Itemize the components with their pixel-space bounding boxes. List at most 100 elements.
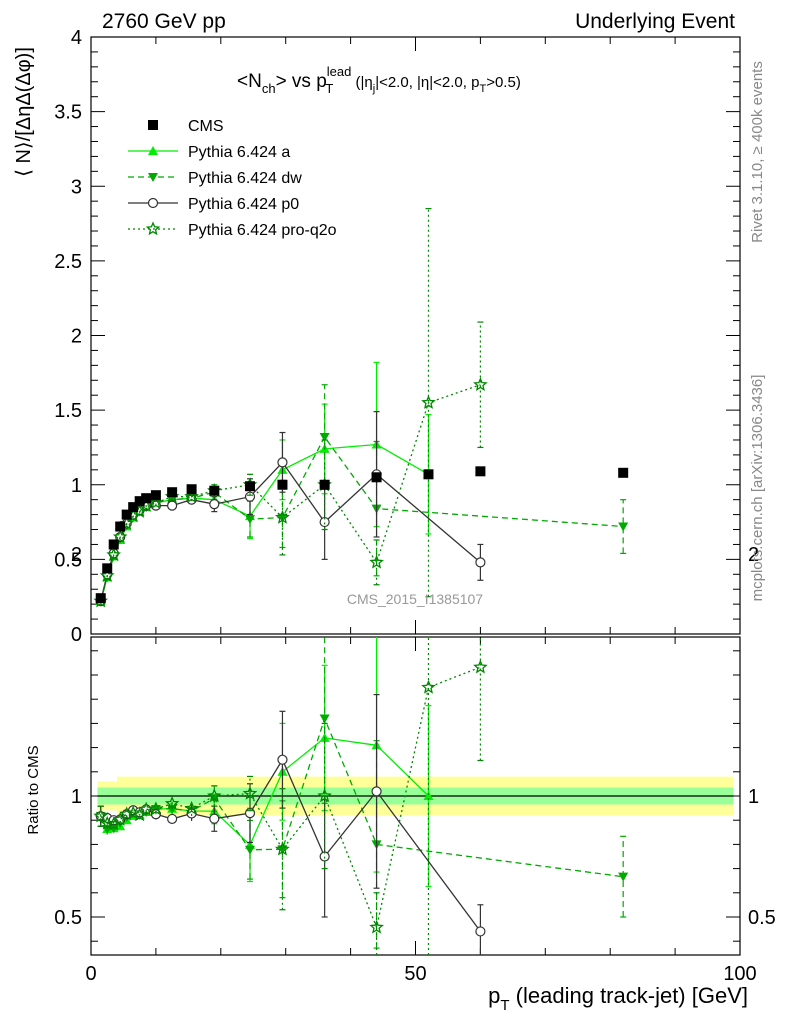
marker-star — [317, 788, 332, 803]
series-line-main — [100, 435, 624, 602]
x-axis-label: pT (leading track-jet) [GeV] — [488, 983, 748, 1014]
marker-star — [184, 800, 199, 815]
marker-square — [186, 484, 197, 495]
y-tick-label-main: 0 — [71, 624, 82, 646]
marker-star — [275, 509, 290, 524]
marker-square — [618, 467, 629, 478]
marker-square — [141, 493, 152, 504]
marker-star — [473, 659, 488, 674]
header-right: Underlying Event — [575, 10, 735, 33]
marker-star — [112, 529, 128, 544]
x-tick-label: 50 — [404, 963, 426, 985]
marker-circle — [167, 500, 178, 511]
marker-star — [369, 554, 384, 569]
marker-triangle-down — [319, 714, 330, 724]
y-axis-label-ratio: Ratio to CMS — [25, 745, 42, 834]
marker-triangle-down — [618, 522, 629, 532]
marker-star — [106, 816, 121, 831]
y-tick-label-main: 3.5 — [54, 102, 82, 124]
series-line-main — [100, 443, 429, 602]
marker-star — [421, 679, 436, 694]
marker-star — [148, 801, 164, 816]
marker-triangle-up — [148, 146, 158, 155]
marker-square — [475, 466, 486, 477]
marker-circle — [244, 491, 256, 502]
x-tick-label: 100 — [723, 963, 756, 985]
marker-star — [369, 919, 384, 934]
plot-title: <Nch> vs plead T (|ηj|<2.0, |η|<2.0, pT>0… — [237, 64, 521, 96]
marker-square — [95, 593, 106, 604]
legend-label: CMS — [188, 118, 224, 135]
cms-data-layer — [95, 466, 629, 604]
marker-star — [275, 841, 290, 856]
legend-label: Pythia 6.424 a — [188, 144, 290, 161]
marker-square — [371, 472, 382, 483]
marker-star — [119, 806, 135, 821]
marker-circle — [167, 813, 178, 825]
marker-triangle-down — [148, 173, 158, 182]
y-tick-label-ratio-right: 1 — [748, 786, 759, 808]
mcplots-label: mcplots.cern.ch [arXiv:1306.3436] — [749, 375, 766, 602]
y-tick-label-main: 2.5 — [54, 251, 82, 273]
y-tick-label-ratio: 1 — [71, 786, 82, 808]
y-tick-label-main: 1.5 — [54, 400, 82, 422]
axis-ticks: 0 50 100 0 0.5 1 1.5 2 2.5 3 3.5 4 0.5 0.5 1 1 2 2 — [54, 27, 776, 985]
y-tick-label-ratio-right: 2 — [748, 544, 759, 566]
y-tick-label-main: 4 — [71, 27, 82, 49]
marker-square — [209, 485, 220, 496]
marker-square — [148, 120, 158, 130]
marker-circle — [475, 926, 486, 937]
marker-square — [319, 479, 330, 490]
marker-circle — [475, 557, 486, 568]
marker-star — [99, 568, 115, 582]
series-1 — [95, 384, 629, 949]
marker-star — [125, 805, 141, 820]
marker-circle — [277, 754, 288, 765]
marker-circle — [277, 457, 288, 468]
x-tick-label: 0 — [85, 963, 96, 985]
header-left: 2760 GeV pp — [102, 10, 226, 33]
marker-square — [115, 521, 126, 532]
marker-square — [423, 469, 434, 480]
marker-triangle-down — [245, 515, 256, 525]
marker-star — [421, 395, 436, 409]
marker-square — [134, 496, 145, 507]
marker-circle — [209, 813, 220, 824]
marker-square — [245, 481, 256, 492]
series-layer — [93, 208, 629, 955]
marker-star — [242, 785, 258, 800]
rivet-label: Rivet 3.1.10, ≥ 400k events — [749, 61, 766, 243]
marker-square — [277, 479, 288, 490]
marker-star — [93, 808, 109, 823]
marker-triangle-down — [618, 872, 629, 882]
marker-star — [473, 377, 488, 391]
legend-label: Pythia 6.424 p0 — [188, 196, 299, 213]
marker-square — [167, 487, 178, 498]
marker-circle — [371, 786, 382, 797]
y-tick-label-main: 1 — [71, 475, 82, 497]
marker-circle — [209, 499, 220, 510]
legend: CMS Pythia 6.424 a Pythia 6.424 dw Pythia 6… — [128, 118, 337, 239]
y-tick-label-ratio: 0.5 — [54, 907, 82, 929]
marker-square — [150, 490, 161, 501]
y-tick-label-main: 0.5 — [54, 549, 82, 571]
y-tick-label-ratio-right: 0.5 — [748, 907, 776, 929]
series-line-ratio — [100, 716, 624, 878]
analysis-watermark: CMS_2015_I1385107 — [347, 591, 483, 607]
marker-triangle-down — [245, 845, 256, 855]
series-line-main — [100, 461, 481, 602]
y-axis-label-main: ⟨ N⟩/[ΔηΔ(Δφ)] — [13, 47, 35, 177]
marker-star — [184, 489, 199, 503]
y-tick-label-main: 3 — [71, 176, 82, 198]
series-line-main — [100, 384, 481, 602]
y-tick-label-main: 2 — [71, 326, 82, 348]
legend-label: Pythia 6.424 pro-q2o — [188, 222, 337, 239]
marker-triangle-down — [319, 432, 330, 442]
marker-star — [106, 547, 122, 562]
marker-circle — [147, 197, 159, 209]
marker-triangle-up — [423, 791, 434, 800]
marker-square — [121, 509, 132, 520]
y-tick-label-ratio: 2 — [71, 544, 82, 566]
marker-square — [108, 539, 119, 550]
